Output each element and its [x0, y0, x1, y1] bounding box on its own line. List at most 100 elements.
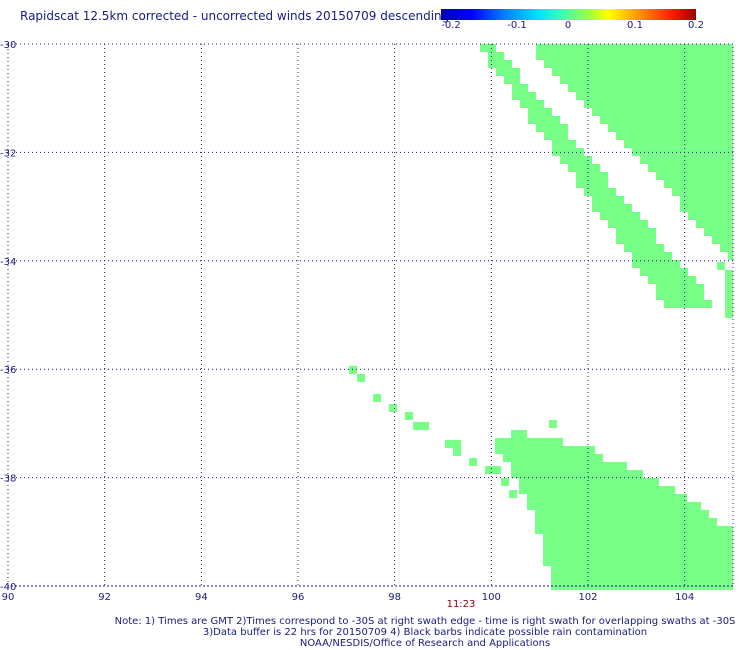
swath-cell	[576, 92, 733, 100]
latitude-tick-label: -38	[0, 474, 16, 485]
map-frame	[7, 43, 734, 587]
swath-cell	[576, 172, 608, 180]
chart-title: Rapidscat 12.5km corrected - uncorrected…	[20, 9, 450, 23]
longitude-tick-label: 102	[578, 592, 597, 603]
swath-cell	[728, 252, 733, 260]
swath-cell	[560, 76, 733, 84]
swath-cell	[528, 116, 560, 124]
colorbar-tick-label: -0.1	[507, 20, 527, 31]
swath-cell	[501, 478, 509, 486]
swath-cell	[616, 228, 656, 236]
swath-cell	[519, 478, 659, 486]
longitude-tick-label: 90	[2, 592, 15, 603]
swath-cell	[495, 446, 595, 454]
swath-cell	[616, 236, 656, 244]
swath-cell	[648, 164, 733, 172]
latitude-tick-label: -40	[0, 582, 16, 593]
swath-cell	[544, 60, 733, 68]
swath-cell	[648, 276, 696, 284]
swath-cell	[712, 236, 733, 244]
swath-cell	[600, 212, 640, 220]
swath-cell	[664, 180, 733, 188]
swath-cell	[549, 420, 557, 428]
swath-cell	[725, 286, 733, 294]
swath-cell	[511, 462, 627, 470]
swath-cell	[672, 188, 733, 196]
colorbar-tick-label: 0.1	[627, 20, 643, 31]
swath-cell	[503, 454, 603, 462]
swath-cell	[535, 510, 709, 518]
swath-cell	[552, 140, 576, 148]
longitude-tick-label: 104	[675, 592, 694, 603]
swath-cell	[421, 422, 429, 430]
swath-cell	[560, 156, 592, 164]
swath-cell	[717, 262, 725, 270]
swath-cell	[504, 76, 520, 84]
swath-cell	[485, 466, 493, 474]
swath-cell	[511, 470, 643, 478]
longitude-tick-label: 94	[195, 592, 208, 603]
swath-cell	[413, 422, 421, 430]
swath-cell	[551, 574, 733, 582]
swath-cell	[511, 430, 527, 438]
footnote-line-2: 3)Data buffer is 22 hrs for 20150709 4) …	[202, 627, 648, 638]
swath-cell	[664, 300, 712, 308]
swath-cell	[536, 124, 568, 132]
swath-cell	[527, 494, 687, 502]
latitude-tick-label: -32	[0, 148, 16, 159]
swath-cell	[725, 302, 733, 310]
lat-lon-grid	[7, 43, 734, 587]
longitude-tick-label: 98	[388, 592, 401, 603]
latitude-tick-label: -34	[0, 257, 16, 268]
swath-cell	[632, 252, 672, 260]
swath-cell	[563, 454, 571, 462]
swath-cell	[543, 558, 733, 566]
swath-cell	[488, 52, 504, 60]
swath-cell	[551, 566, 733, 574]
swath-time-label: 11:23	[446, 599, 476, 610]
swath-cell	[543, 542, 733, 550]
swath-cell	[469, 458, 477, 466]
swath-cell	[616, 132, 733, 140]
swath-cell	[608, 220, 648, 228]
swath-cell	[725, 294, 733, 302]
swath-cell	[496, 68, 520, 76]
swath-cell	[453, 448, 461, 456]
colorbar-tick-label: 0	[564, 20, 572, 31]
swath-cell	[624, 244, 664, 252]
swath-cell	[656, 284, 704, 292]
swath-cell	[555, 438, 563, 446]
swath-cell	[488, 60, 512, 68]
swath-cell	[725, 270, 733, 278]
swath-cell	[543, 534, 733, 542]
swath-cell	[696, 220, 733, 228]
swath-cell	[624, 140, 733, 148]
swath-cell	[680, 204, 733, 212]
longitude-tick-label: 100	[482, 592, 501, 603]
swath-cell	[527, 502, 701, 510]
swath-cell	[704, 228, 733, 236]
longitude-tick-label: 96	[292, 592, 305, 603]
swath-cell	[357, 374, 365, 382]
footnote-line-1: Note: 1) Times are GMT 2)Times correspon…	[114, 616, 736, 627]
color-scale-bar	[441, 9, 696, 20]
swath-cell	[592, 196, 624, 204]
colorbar-tick-label: -0.2	[441, 20, 461, 31]
swath-cell	[551, 582, 733, 590]
swath-cell	[535, 518, 717, 526]
swath-cell	[656, 292, 704, 300]
swath-cell	[632, 148, 733, 156]
swath-cell	[552, 68, 733, 76]
swath-cell	[584, 188, 616, 196]
swath-cell	[373, 394, 381, 402]
swath-cell	[520, 100, 544, 108]
swath-cell	[512, 92, 536, 100]
swath-cell	[495, 438, 563, 446]
swath-cell	[519, 486, 675, 494]
swath-cell	[493, 466, 501, 474]
axis-tick-labels: 90 92 94 96 98 100 102 104 -30 -32 -34 -36 -38 -40	[0, 40, 694, 603]
swath-cell	[512, 84, 528, 92]
swath-cell	[592, 108, 733, 116]
swath-cell	[632, 260, 680, 268]
swath-cell	[480, 44, 496, 52]
